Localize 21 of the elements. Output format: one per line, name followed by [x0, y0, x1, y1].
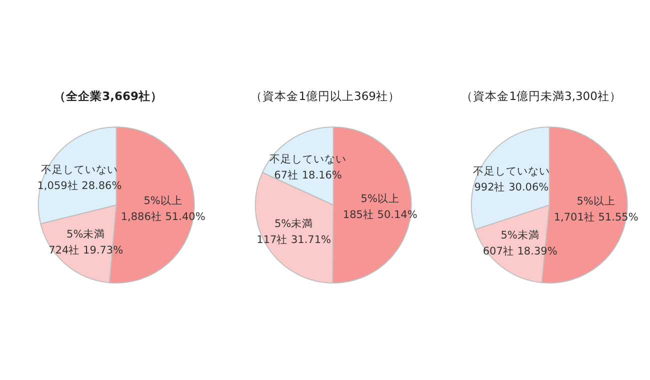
data-label: 117社 31.71% [256, 233, 331, 246]
slice-label: 5%以上 [577, 194, 616, 208]
chart-title: （資本金1億円未満3,300社） [462, 89, 622, 103]
slice-label: 5%未満 [274, 217, 313, 230]
slice-label: 5%以上 [144, 194, 182, 208]
slice-label: 5%未満 [501, 228, 540, 242]
data-label: 724社 19.73% [48, 244, 124, 257]
slice-label: 5%未満 [66, 228, 106, 241]
data-label: 67社 18.16% [274, 168, 342, 182]
slice-label: 不足していない [473, 166, 550, 178]
data-label: 1,886社 51.40% [120, 210, 206, 224]
slice-label: 不足していない [40, 164, 118, 176]
data-label: 992社 30.06% [474, 180, 549, 194]
slice-label: 不足していない [269, 154, 346, 166]
slice-label: 5%以上 [360, 192, 400, 206]
chart-title: （全企業3,669社） [54, 89, 163, 103]
chart-title: （資本金1億円以上369社） [250, 89, 400, 103]
data-label: 185社 50.14% [342, 208, 418, 222]
data-label: 607社 18.39% [483, 244, 558, 258]
data-label: 1,059社 28.86% [37, 179, 122, 192]
data-label: 1,701社 51.55% [554, 210, 639, 224]
